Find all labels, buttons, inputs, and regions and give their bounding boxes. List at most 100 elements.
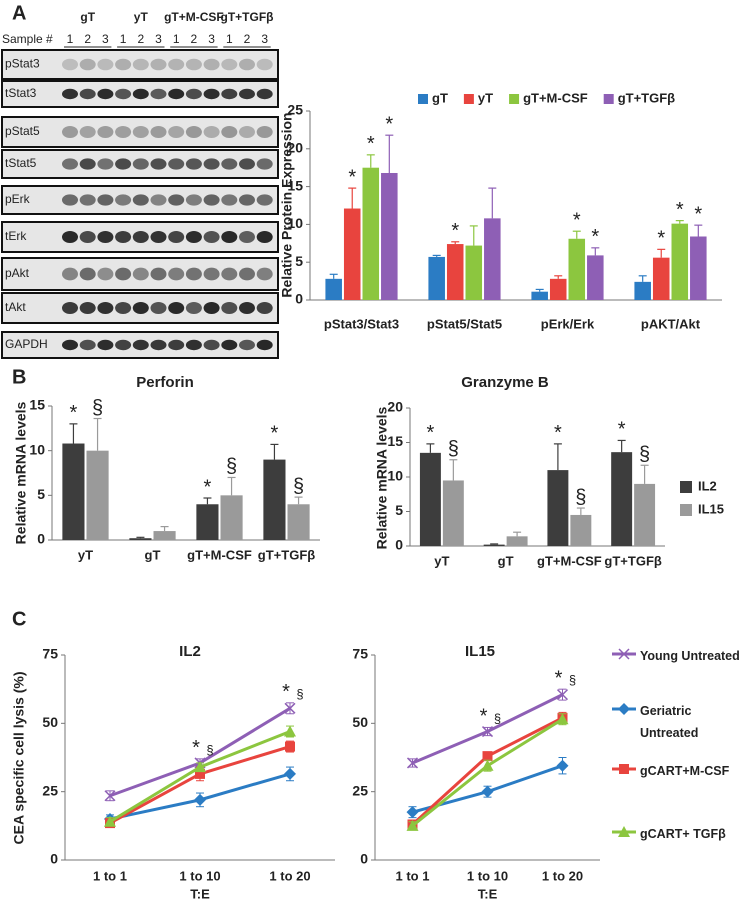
blot-band xyxy=(168,194,185,206)
y-tick-label: 25 xyxy=(352,782,368,798)
blot-band xyxy=(239,158,255,170)
bar xyxy=(428,256,445,300)
blot-label-bg xyxy=(3,188,53,212)
marker xyxy=(284,725,296,737)
significance-label: § xyxy=(226,456,237,478)
blot-band xyxy=(239,126,255,138)
blot-band xyxy=(132,88,149,100)
lane-label: 2 xyxy=(191,32,198,46)
blot-band xyxy=(221,267,238,281)
blot-band xyxy=(221,302,238,314)
blot-band xyxy=(62,194,78,206)
legend-label: Young Untreated xyxy=(640,649,740,663)
blot-band xyxy=(256,158,273,170)
marker xyxy=(406,757,419,769)
significance-label: * xyxy=(204,476,212,498)
marker xyxy=(285,741,295,752)
legend-swatch xyxy=(463,94,474,104)
blot-label-bg xyxy=(3,334,53,356)
blot-band xyxy=(168,302,185,314)
x-tick-label: gT+TGFβ xyxy=(258,547,315,562)
blot-band xyxy=(256,58,273,71)
blot-band xyxy=(168,339,185,351)
blot-label-bg xyxy=(3,152,53,176)
legend-label-box: gCART+ TGFβ xyxy=(640,827,726,841)
blot-band xyxy=(239,339,255,351)
blot-band xyxy=(203,231,220,243)
blot-band xyxy=(62,158,78,170)
y-tick-label: 20 xyxy=(287,140,303,156)
x-tick-label: pErk/Erk xyxy=(541,316,595,331)
x-tick-label: gT xyxy=(498,553,514,568)
marker-stroke xyxy=(284,702,296,714)
marker xyxy=(104,815,116,827)
legend-label: gT+TGFβ xyxy=(618,90,675,105)
bar xyxy=(325,278,342,300)
blot-band xyxy=(132,231,149,243)
blot-label-bg xyxy=(3,119,53,145)
significance-label: § xyxy=(296,686,303,701)
x-tick-label: 1 to 20 xyxy=(269,868,310,883)
y-tick-label: 15 xyxy=(287,177,303,193)
bar xyxy=(86,450,109,540)
blot-band xyxy=(168,267,185,281)
blot-band xyxy=(115,267,132,281)
significance-label: * xyxy=(427,422,435,444)
blot-band xyxy=(97,231,114,243)
blot-row-label: pStat3 xyxy=(5,57,40,71)
chart-title: Perforin xyxy=(136,374,194,391)
legend-label: gCART+M-CSF xyxy=(640,764,730,778)
bar xyxy=(220,495,243,540)
significance-label: * xyxy=(451,220,459,242)
marker xyxy=(481,785,494,798)
x-tick-label: 1 to 10 xyxy=(467,868,508,883)
blot-band xyxy=(79,158,96,170)
blot-band xyxy=(132,302,149,314)
legend-label: IL15 xyxy=(698,501,724,516)
y-tick-label: 20 xyxy=(387,399,403,415)
lane-label: 1 xyxy=(120,32,127,46)
bar xyxy=(652,257,670,300)
blot-band xyxy=(115,339,132,351)
x-tick-label: pStat3/Stat3 xyxy=(324,316,399,331)
blot-band xyxy=(221,88,238,100)
blot-band xyxy=(79,88,96,100)
significance-label: § xyxy=(569,673,576,688)
blot-label-bg xyxy=(3,224,53,250)
lane-label: 2 xyxy=(244,32,251,46)
blot-band xyxy=(256,267,273,281)
bar xyxy=(442,480,464,546)
blot-band xyxy=(79,302,96,314)
marker xyxy=(406,806,419,819)
significance-label: * xyxy=(591,226,599,248)
y-tick-label: 10 xyxy=(387,468,403,484)
bar xyxy=(570,514,592,546)
blot-band xyxy=(115,88,132,100)
blot-band xyxy=(203,158,220,170)
panel-label: B xyxy=(12,366,26,388)
marker xyxy=(618,648,630,660)
y-axis-label: Relative mRNA levels xyxy=(13,401,29,544)
significance-label: * xyxy=(555,667,563,689)
blot-band xyxy=(150,126,167,138)
y-tick-label: 5 xyxy=(395,502,403,518)
y-tick-label: 0 xyxy=(395,537,403,553)
legend-swatch xyxy=(509,94,520,104)
bar xyxy=(129,538,152,540)
blot-band xyxy=(150,194,167,206)
marker xyxy=(482,751,493,762)
blot-band xyxy=(79,58,96,71)
x-tick-label: 1 to 1 xyxy=(396,868,430,883)
blot-band xyxy=(221,58,238,71)
marker-stroke xyxy=(556,689,569,701)
blot-row-label: pAkt xyxy=(5,266,30,280)
blot-band xyxy=(132,58,149,71)
blot-row-label: tStat3 xyxy=(5,86,37,100)
significance-label: * xyxy=(192,737,200,759)
marker-stroke xyxy=(104,790,116,802)
bar xyxy=(611,452,633,546)
y-axis-label: Relative mRNA levels xyxy=(374,406,390,549)
marker-stroke xyxy=(481,726,494,738)
blot-band xyxy=(150,158,167,170)
legend-label-box: Geriatric Untreated xyxy=(640,704,698,740)
